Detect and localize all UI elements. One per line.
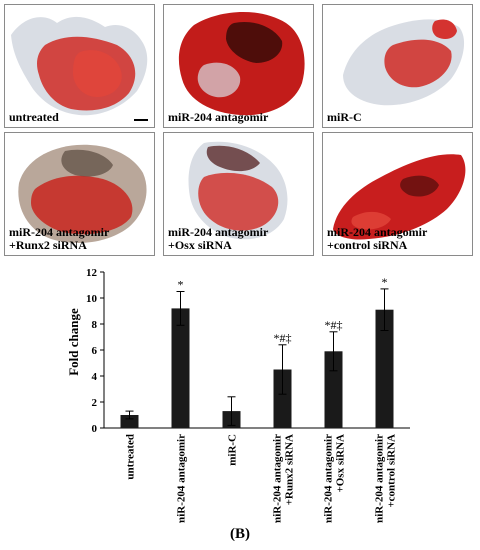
x-tick-label: untreated xyxy=(125,434,137,480)
x-tick-label: miR-C xyxy=(227,434,239,466)
panel-control-sirna: miR-204 antagomir +control siRNA xyxy=(322,132,473,256)
significance-marker: *#‡ xyxy=(274,331,292,345)
bars-group: * *#‡ *#‡ * xyxy=(120,275,394,428)
panel-label: miR-204 antagomir xyxy=(168,110,269,124)
panel-label: miR-204 antagomir +Osx siRNA xyxy=(168,225,269,252)
significance-marker: * xyxy=(178,278,184,292)
panel-b-label: (B) xyxy=(230,526,250,542)
x-tick-label-line: miR-204 antagomir xyxy=(323,434,335,523)
significance-marker: *#‡ xyxy=(325,318,343,332)
bar xyxy=(120,415,139,428)
bar xyxy=(171,308,190,428)
stained-tissue-image xyxy=(11,16,148,116)
x-tick-label-line: miR-204 antagomir xyxy=(176,434,188,523)
x-tick-label: miR-204 antagomir xyxy=(176,434,188,523)
panel-mir-c: miR-C xyxy=(322,4,473,128)
x-tick-label-line: untreated xyxy=(125,434,137,480)
scale-bar xyxy=(134,119,148,121)
fold-change-bar-chart: Fold change 0 2 4 6 8 10 12 * *#‡ *#‡ * untreated… xyxy=(66,267,410,523)
y-axis: 0 2 4 6 8 10 12 xyxy=(86,267,410,435)
panel-label: miR-204 antagomir +control siRNA xyxy=(327,225,428,252)
bar xyxy=(324,351,343,428)
panel-mir204-antagomir: miR-204 antagomir xyxy=(163,4,314,128)
x-tick-label: miR-204 antagomir+control siRNA xyxy=(374,434,398,523)
y-tick-label: 8 xyxy=(92,319,98,331)
stained-tissue-image xyxy=(178,11,305,116)
stained-tissue-image xyxy=(188,141,288,240)
x-tick-label-line: +Osx siRNA xyxy=(335,434,347,493)
y-tick-label: 2 xyxy=(92,397,98,409)
y-tick-label: 6 xyxy=(92,345,98,357)
panel-osx-sirna: miR-204 antagomir +Osx siRNA xyxy=(163,132,314,256)
stained-tissue-image xyxy=(333,154,466,240)
stained-tissue-image xyxy=(18,144,147,243)
x-tick-label: miR-204 antagomir+Runx2 siRNA xyxy=(272,434,296,523)
x-tick-label-line: miR-204 antagomir xyxy=(272,434,284,523)
panel-label: miR-204 antagomir +Runx2 siRNA xyxy=(9,225,110,252)
y-tick-label: 12 xyxy=(86,267,98,279)
y-axis-label: Fold change xyxy=(66,308,81,376)
x-tick-label-line: +control siRNA xyxy=(386,434,398,508)
bar xyxy=(375,309,394,428)
x-tick-label-line: +Runx2 siRNA xyxy=(284,434,296,505)
x-tick-labels: untreated miR-204 antagomir miR-C miR-204 a… xyxy=(125,434,398,523)
y-tick-label: 4 xyxy=(92,371,98,383)
stained-tissue-image xyxy=(343,19,465,106)
panel-label: untreated xyxy=(9,110,59,124)
x-tick-label: miR-204 antagomir+Osx siRNA xyxy=(323,434,347,523)
bar xyxy=(273,369,292,428)
significance-marker: * xyxy=(382,275,388,289)
stained-image-grid: untreated miR-204 antagomir miR-C miR-20… xyxy=(4,4,476,256)
panel-untreated: untreated xyxy=(4,4,155,128)
y-tick-label: 0 xyxy=(92,423,98,435)
x-tick-label-line: miR-C xyxy=(227,434,239,466)
panel-runx2-sirna: miR-204 antagomir +Runx2 siRNA xyxy=(4,132,155,256)
panel-label: miR-C xyxy=(327,110,362,124)
x-tick-label-line: miR-204 antagomir xyxy=(374,434,386,523)
y-tick-label: 10 xyxy=(86,293,98,305)
